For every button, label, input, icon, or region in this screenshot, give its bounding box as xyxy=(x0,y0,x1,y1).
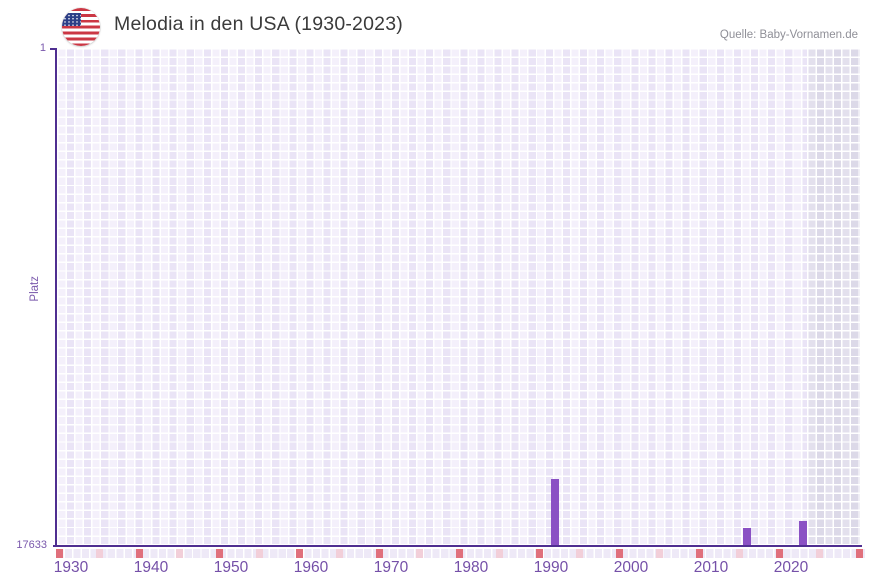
half-decade-tick-2015 xyxy=(735,548,743,558)
rank-bar-2023[interactable] xyxy=(799,521,807,545)
x-axis-labels: 1930 1940 1950 1960 1970 1980 1990 2000 2010 2020 xyxy=(54,559,870,581)
decade-tick-2030 xyxy=(855,548,863,558)
half-decade-tick-1995 xyxy=(575,548,583,558)
decade-tick-1930 xyxy=(55,548,63,558)
x-tick-label-2020: 2020 xyxy=(773,559,809,576)
decade-tick-1950 xyxy=(215,548,223,558)
x-tick-label-1940: 1940 xyxy=(133,559,169,576)
half-decade-tick-1985 xyxy=(495,548,503,558)
half-decade-tick-1945 xyxy=(175,548,183,558)
y-axis-top-tick xyxy=(50,48,55,50)
x-tick-label-1960: 1960 xyxy=(293,559,329,576)
x-tick-label-1980: 1980 xyxy=(453,559,489,576)
plot-area xyxy=(57,48,860,545)
rank-bar-2016[interactable] xyxy=(743,528,751,545)
x-tick-label-1930: 1930 xyxy=(53,559,89,576)
decade-tick-1970 xyxy=(375,548,383,558)
decade-tick-2010 xyxy=(695,548,703,558)
chart-title: Melodia in den USA (1930-2023) xyxy=(114,13,403,35)
us-flag-icon xyxy=(62,8,100,46)
y-axis-max-label: 1 xyxy=(39,42,46,54)
decade-tick-1980 xyxy=(455,548,463,558)
y-axis-title: Platz xyxy=(29,276,41,302)
x-axis-line xyxy=(53,545,862,547)
decade-tick-1940 xyxy=(135,548,143,558)
x-tick-label-1950: 1950 xyxy=(213,559,249,576)
half-decade-tick-1955 xyxy=(255,548,263,558)
source-label: Quelle: Baby-Vornamen.de xyxy=(719,29,858,41)
half-decade-tick-1965 xyxy=(335,548,343,558)
future-highlight-band xyxy=(807,48,860,545)
y-axis-min-label: 17633 xyxy=(16,539,47,551)
decade-tick-2000 xyxy=(615,548,623,558)
half-decade-tick-2025 xyxy=(815,548,823,558)
half-decade-tick-2005 xyxy=(655,548,663,558)
x-tick-label-2010: 2010 xyxy=(693,559,729,576)
rank-bar-1992[interactable] xyxy=(551,479,559,545)
x-tick-label-1990: 1990 xyxy=(533,559,569,576)
x-tick-label-2000: 2000 xyxy=(613,559,649,576)
x-tick-strip xyxy=(55,548,865,558)
decade-tick-1990 xyxy=(535,548,543,558)
us-flag-canton xyxy=(62,13,81,26)
half-decade-tick-1935 xyxy=(95,548,103,558)
half-decade-tick-1975 xyxy=(415,548,423,558)
decade-tick-1960 xyxy=(295,548,303,558)
y-axis-line xyxy=(55,48,57,547)
x-tick-label-1970: 1970 xyxy=(373,559,409,576)
decade-tick-2020 xyxy=(775,548,783,558)
